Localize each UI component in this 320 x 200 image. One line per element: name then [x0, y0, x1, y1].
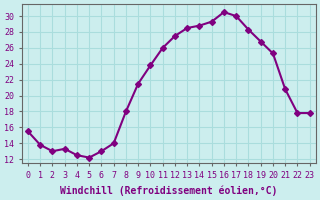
X-axis label: Windchill (Refroidissement éolien,°C): Windchill (Refroidissement éolien,°C) — [60, 185, 277, 196]
